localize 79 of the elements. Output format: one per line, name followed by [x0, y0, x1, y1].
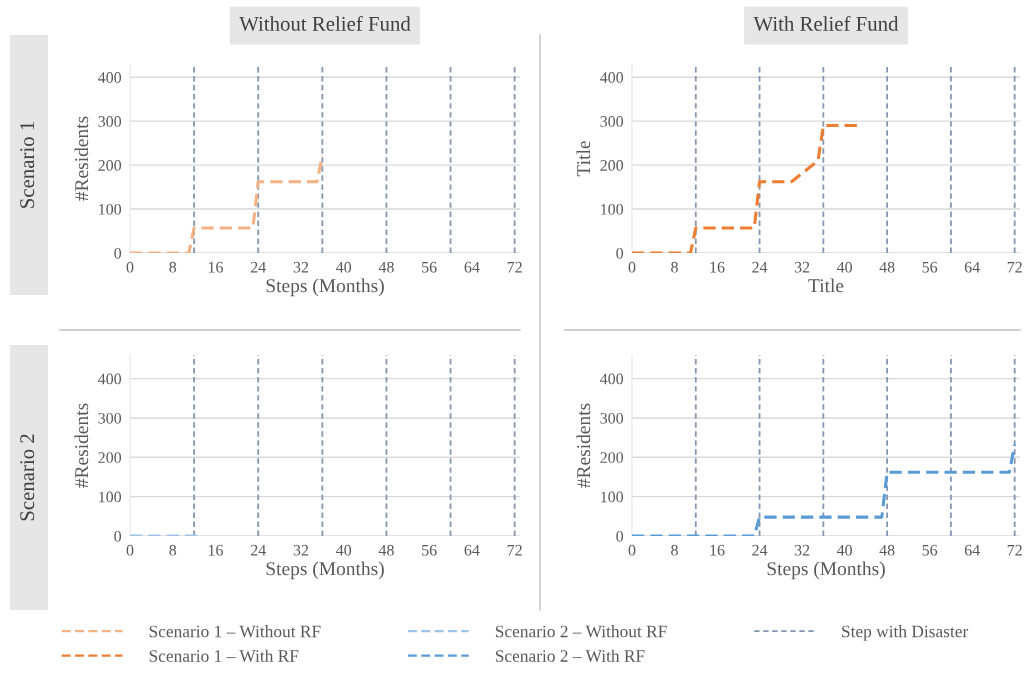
x-tick-label: 64 [964, 261, 980, 273]
y-tick-label: 100 [601, 203, 624, 215]
y-tick-label: 400 [600, 72, 624, 83]
y-tick-label: 400 [98, 72, 122, 83]
x-tick-label: 40 [836, 261, 852, 273]
y-tick-label: 0 [616, 530, 624, 542]
x-tick-label: 24 [250, 261, 266, 273]
x-tick-label: 8 [169, 544, 177, 556]
x-tick-label: 56 [922, 544, 938, 556]
y-tick-label: 300 [98, 412, 122, 424]
chart-title: Without Relief Fund [239, 16, 411, 31]
y-tick-label: 200 [600, 160, 624, 171]
x-tick-label: 24 [752, 261, 768, 273]
x-tick-label: 32 [794, 544, 810, 556]
y-tick-label: 400 [600, 373, 624, 385]
x-tick-label: 40 [336, 261, 352, 273]
x-tick-label: 0 [628, 261, 636, 273]
x-tick-label: 48 [378, 261, 394, 273]
x-tick-label: 32 [293, 544, 309, 556]
legend-label: Scenario 1 – With RF [149, 649, 299, 662]
text: Scenario 2 [20, 434, 35, 521]
y-tick-label: 300 [600, 116, 624, 127]
y-tick-label: 200 [600, 452, 624, 463]
x-tick-label: 72 [1007, 544, 1022, 556]
x-tick-label: 40 [836, 544, 852, 556]
x-tick-label: 56 [422, 544, 437, 556]
x-tick-label: 0 [126, 544, 134, 556]
x-tick-label: 0 [126, 261, 134, 273]
y-tick-label: 0 [114, 530, 122, 542]
x-tick-label: 64 [964, 544, 980, 556]
x-tick-label: 72 [507, 261, 522, 273]
x-tick-label: 48 [378, 544, 394, 556]
y-axis-title: #Residents [74, 116, 89, 201]
line-series [130, 153, 324, 253]
chart-title: With Relief Fund [753, 16, 899, 31]
x-tick-label: 72 [507, 544, 522, 556]
y-tick-label: 0 [616, 247, 624, 259]
legend-label: Scenario 1 – Without RF [149, 625, 321, 638]
y-tick-label: 200 [98, 452, 122, 463]
x-axis-title: Steps (Months) [767, 561, 885, 580]
x-tick-label: 72 [1007, 261, 1022, 273]
y-tick-label: 400 [98, 373, 122, 385]
y-tick-label: 200 [98, 160, 122, 171]
x-tick-label: 64 [464, 261, 480, 273]
text: Scenario 1 [20, 122, 35, 208]
y-axis-title: #Residents [74, 403, 89, 488]
x-tick-label: 8 [671, 261, 678, 273]
x-tick-label: 24 [752, 544, 768, 556]
legend-label: Scenario 2 – Without RF [495, 625, 667, 638]
y-tick-label: 300 [600, 412, 624, 424]
y-axis-title: #Residents [576, 403, 591, 488]
y-tick-label: 100 [601, 491, 624, 503]
x-axis-title: Steps (Months) [266, 561, 384, 580]
x-tick-label: 0 [628, 544, 636, 556]
y-tick-label: 300 [98, 116, 122, 127]
y-axis-title: Title [576, 141, 591, 177]
x-tick-label: 48 [879, 261, 895, 273]
y-tick-label: 100 [99, 491, 122, 503]
x-tick-label: 32 [293, 261, 309, 273]
x-tick-label: 56 [422, 261, 437, 273]
x-tick-label: 8 [671, 544, 678, 556]
legend-label: Step with Disaster [842, 625, 969, 641]
x-tick-label: 16 [710, 544, 725, 556]
line-series [632, 443, 1017, 536]
x-tick-label: 16 [710, 261, 725, 273]
x-axis-title: Title [808, 278, 844, 293]
x-tick-label: 16 [208, 261, 223, 273]
x-tick-label: 24 [250, 544, 266, 556]
x-tick-label: 48 [879, 544, 895, 556]
x-tick-label: 32 [794, 261, 810, 273]
legend-label: Scenario 2 – With RF [495, 649, 645, 662]
y-tick-label: 0 [114, 247, 122, 259]
x-tick-label: 56 [922, 261, 938, 273]
x-axis-title: Steps (Months) [266, 278, 384, 297]
x-tick-label: 8 [169, 261, 177, 273]
x-tick-label: 16 [208, 544, 223, 556]
x-tick-label: 40 [336, 544, 352, 556]
x-tick-label: 64 [464, 544, 480, 556]
y-tick-label: 100 [99, 203, 122, 215]
